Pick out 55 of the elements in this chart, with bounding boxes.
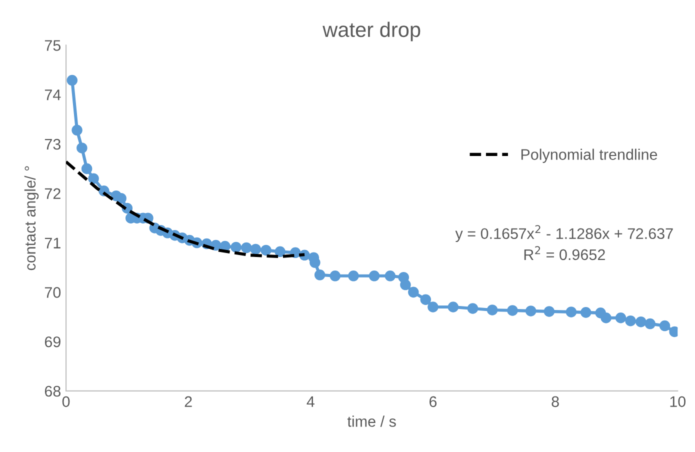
point bbox=[310, 257, 320, 268]
x-tick-label: 2 bbox=[184, 396, 192, 407]
y-tick-label: 68 bbox=[44, 386, 60, 397]
point bbox=[76, 142, 88, 154]
point bbox=[408, 286, 419, 298]
point bbox=[615, 312, 626, 324]
point bbox=[659, 320, 670, 332]
point bbox=[428, 302, 438, 312]
point bbox=[580, 307, 592, 318]
point bbox=[368, 270, 380, 282]
point bbox=[72, 124, 82, 136]
point bbox=[384, 270, 396, 282]
point bbox=[274, 246, 286, 258]
point bbox=[525, 306, 536, 316]
legend-label: Polynomial trendline bbox=[521, 148, 658, 163]
point bbox=[507, 305, 518, 316]
y-tick-label: 70 bbox=[44, 287, 61, 298]
point bbox=[486, 304, 498, 316]
annotation: R$^{2}$ = 0.9652 bbox=[524, 246, 605, 260]
point bbox=[250, 244, 261, 255]
point bbox=[420, 294, 432, 305]
point bbox=[241, 242, 252, 254]
point bbox=[566, 306, 577, 318]
point bbox=[400, 279, 411, 290]
point bbox=[81, 163, 92, 174]
x-tick-label: 10 bbox=[670, 396, 686, 408]
y-tick-label: 69 bbox=[44, 336, 60, 348]
y-tick-label: 75 bbox=[44, 40, 61, 51]
x-tick-label: 0 bbox=[62, 396, 70, 408]
point bbox=[330, 270, 341, 282]
x-tick-label: 8 bbox=[552, 396, 559, 408]
point bbox=[636, 316, 646, 328]
x-axis-title: time / s bbox=[347, 416, 396, 427]
point bbox=[600, 312, 612, 324]
point bbox=[66, 74, 78, 86]
annotation: y = 0.1657x$^{2}$ - 1.1286x + 72.637 bbox=[455, 225, 673, 242]
point bbox=[644, 318, 656, 330]
point bbox=[448, 302, 459, 312]
point bbox=[230, 242, 242, 253]
point bbox=[544, 306, 555, 317]
point bbox=[260, 244, 272, 256]
point bbox=[625, 315, 636, 326]
y-tick-label: 73 bbox=[44, 138, 60, 150]
x-tick-label: 6 bbox=[430, 396, 437, 408]
point bbox=[88, 173, 99, 184]
chart-title: water drop bbox=[322, 22, 420, 42]
point bbox=[116, 192, 126, 204]
y-tick-label: 72 bbox=[44, 188, 60, 199]
y-tick-label: 74 bbox=[44, 90, 61, 100]
x-tick-label: 4 bbox=[306, 396, 314, 407]
y-axis-title: contact angle/ ° bbox=[24, 166, 39, 270]
y-tick-label: 71 bbox=[44, 238, 60, 248]
point bbox=[348, 270, 359, 282]
point bbox=[467, 303, 478, 314]
point bbox=[314, 270, 326, 280]
